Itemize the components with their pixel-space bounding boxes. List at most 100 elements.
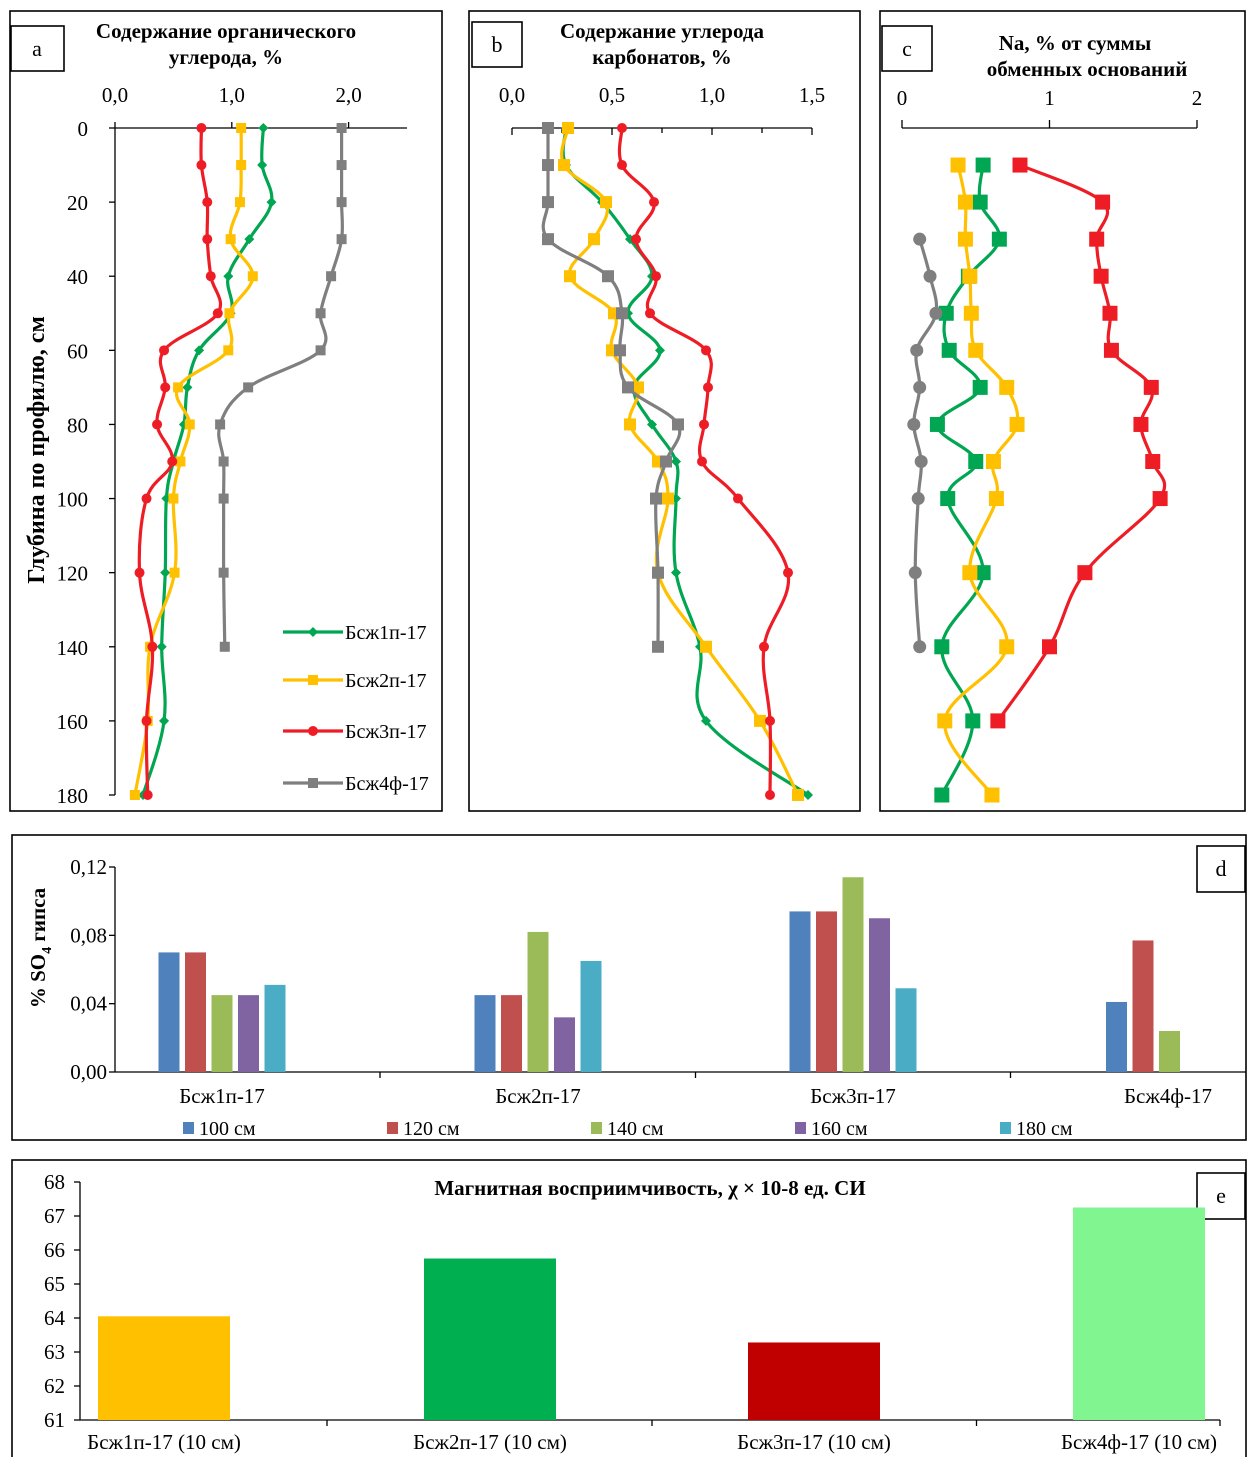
panel-b-series-1-point xyxy=(700,640,712,653)
panel-a-series-2-point xyxy=(152,419,163,430)
panel-b-series-1-point xyxy=(558,159,570,172)
panel-c-series-line-3 xyxy=(912,238,939,647)
panel-b-series-2-point xyxy=(765,790,775,800)
panel-a-series-0-point xyxy=(266,197,277,208)
panel-c-series-2-point xyxy=(1143,379,1159,395)
panel-b-tag: b xyxy=(492,32,503,57)
legend-marker-3 xyxy=(308,778,318,788)
panel-b-series-2-point xyxy=(703,382,713,393)
panel-e-y-tick-label: 65 xyxy=(44,1272,65,1296)
panel-b-series-2-point xyxy=(701,345,711,356)
panel-d-y-tick-label: 0,04 xyxy=(70,992,107,1016)
panel-a-series-0-point xyxy=(156,641,167,652)
panel-c-series-0-point xyxy=(972,379,988,395)
panel-b-series-3-point xyxy=(542,122,554,134)
panel-c-series-line-1 xyxy=(943,164,1020,796)
panel-a-series-line-0 xyxy=(141,127,274,796)
panel-c-series-3-point xyxy=(907,417,921,431)
panel-a-series-1-point xyxy=(175,456,186,467)
legend-label-3: Бсж4ф-17 xyxy=(345,773,429,795)
panel-c-series-3-point xyxy=(923,269,937,283)
panel-a-series-2-point xyxy=(167,456,178,467)
panel-c-series-2-point xyxy=(1012,157,1028,173)
panel-d-legend-swatch-1 xyxy=(387,1122,398,1134)
panel-c-series-0-point xyxy=(968,454,984,469)
panel-a-series-1-point xyxy=(129,790,140,800)
panel-b-series-2-point xyxy=(765,715,775,726)
panel-c-series-1-point xyxy=(988,491,1004,507)
panel-a-series-3-point xyxy=(336,234,347,245)
panel-a-y-tick-label: 60 xyxy=(67,339,88,363)
panel-c-series-1-point xyxy=(985,454,1001,469)
panel-c-series-0-point xyxy=(975,157,991,173)
panel-d-category-label: Бсж4ф-17 xyxy=(1124,1084,1212,1108)
panel-c-series-1-point xyxy=(968,342,984,358)
panel-b-series-0-point xyxy=(701,715,711,726)
legend-label-0: Бсж1п-17 xyxy=(345,622,427,644)
panel-b-series-2-point xyxy=(699,419,709,430)
panel-c-series-1-point xyxy=(962,268,978,284)
panel-a-frame xyxy=(9,10,443,812)
panel-e-y-tick-label: 61 xyxy=(44,1408,65,1432)
panel-c-series-3-point xyxy=(929,306,943,320)
panel-a-y-tick-label: 180 xyxy=(57,784,89,808)
panel-c-tag: c xyxy=(902,36,912,61)
panel-b-series-3-point xyxy=(660,455,672,468)
panel-a-title-line1: Содержание органического xyxy=(96,19,356,43)
panel-a-series-2-point xyxy=(160,382,171,393)
panel-d-bar-2 xyxy=(842,877,864,1072)
panel-c-series-0-point xyxy=(934,639,950,655)
panel-b-series-0-point xyxy=(647,419,657,430)
panel-a-series-3-point xyxy=(315,345,326,356)
panel-d-category-label: Бсж2п-17 xyxy=(495,1084,581,1108)
panel-c-series-1-point xyxy=(937,713,953,729)
legend-label-2: Бсж3п-17 xyxy=(345,721,427,743)
panel-e-frame xyxy=(11,1159,1247,1457)
panel-c-series-2-point xyxy=(1102,305,1118,321)
panel-a-x-tick-label: 1,0 xyxy=(219,83,245,107)
panel-a-series-2-point xyxy=(196,123,207,133)
panel-e-y-tick-label: 67 xyxy=(44,1204,65,1228)
panel-d-y-tick-label: 0,00 xyxy=(70,1060,107,1084)
panel-c-series-0-point xyxy=(940,491,956,507)
panel-c-frame xyxy=(879,10,1246,812)
panel-d-ylabel-sub: 4 xyxy=(40,947,55,954)
panel-d-legend-swatch-0 xyxy=(183,1122,194,1134)
panel-a-series-1-point xyxy=(236,123,247,133)
panel-d-y-tick-label: 0,08 xyxy=(70,923,107,947)
panel-e-category-label-1: Бсж2п-17 (10 см) xyxy=(413,1430,567,1454)
panel-a-series-2-point xyxy=(202,234,213,245)
panel-d-bar-0 xyxy=(158,952,180,1072)
panel-b-series-0-point xyxy=(671,567,681,578)
panel-d-frame xyxy=(11,834,1247,1141)
panel-a-y-tick-label: 40 xyxy=(67,265,88,289)
panel-c-series-1-point xyxy=(984,787,1000,803)
panel-c-series-2-point xyxy=(1042,639,1057,655)
panel-d-legend-label-1: 120 см xyxy=(403,1118,460,1140)
panel-b-x-tick-label: 1,5 xyxy=(799,83,825,107)
panel-a-y-tick-label: 140 xyxy=(57,636,89,660)
panel-b-series-1-point xyxy=(562,122,574,134)
panel-b-series-3-point xyxy=(650,492,662,505)
panel-b-series-1-point xyxy=(754,714,766,727)
panel-b-series-3-point xyxy=(672,418,684,431)
panel-d-bar-1 xyxy=(185,952,206,1072)
panel-e-y-tick-label: 63 xyxy=(44,1340,65,1364)
panel-a-series-1-point xyxy=(236,160,247,171)
panel-d-bar-1 xyxy=(501,995,522,1072)
panel-b-x-tick-label: 0,0 xyxy=(499,83,525,107)
panel-c-series-line-2 xyxy=(996,163,1167,722)
panel-a-y-tick-label: 0 xyxy=(78,117,89,141)
panel-a-series-3-point xyxy=(336,160,347,171)
panel-d-bar-1 xyxy=(816,911,837,1072)
panel-c-series-3-point xyxy=(913,232,927,246)
panel-d-bar-0 xyxy=(789,911,811,1072)
panel-d-tag-box xyxy=(1196,845,1246,893)
panel-a-y-tick-label: 80 xyxy=(67,413,88,437)
panel-d-bar-0 xyxy=(1106,1001,1127,1072)
panel-d-legend-label-4: 180 см xyxy=(1016,1118,1073,1140)
panel-b-series-2-point xyxy=(651,271,661,282)
panel-a-series-3-point xyxy=(243,382,254,393)
panel-a-series-0-point xyxy=(244,234,255,245)
panel-c-series-3-point xyxy=(911,492,925,506)
